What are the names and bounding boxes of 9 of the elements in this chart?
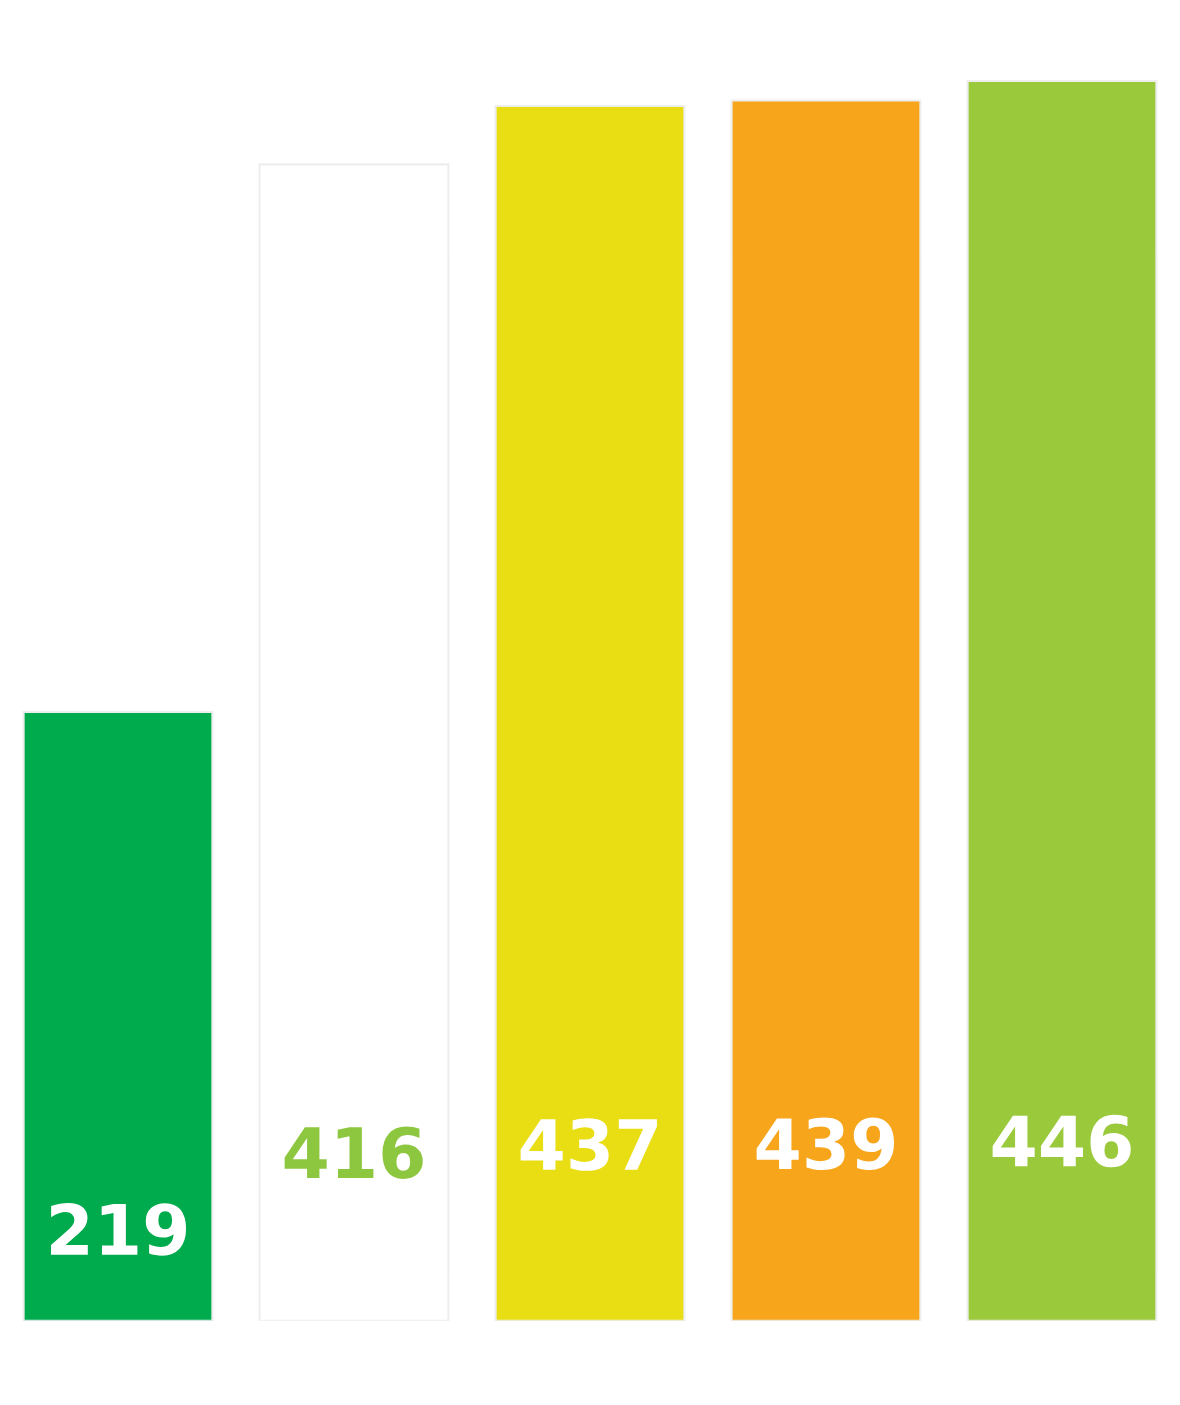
bar bbox=[494, 104, 686, 1321]
data-label: 437 bbox=[520, 1118, 657, 1171]
data-label: 446 bbox=[992, 1114, 1131, 1168]
data-label: 219 bbox=[51, 1203, 187, 1256]
bar bbox=[22, 710, 214, 1321]
data-label: 416 bbox=[284, 1126, 423, 1179]
bar bbox=[730, 99, 922, 1321]
data-label: 439 bbox=[756, 1117, 895, 1171]
bar bbox=[966, 79, 1158, 1321]
